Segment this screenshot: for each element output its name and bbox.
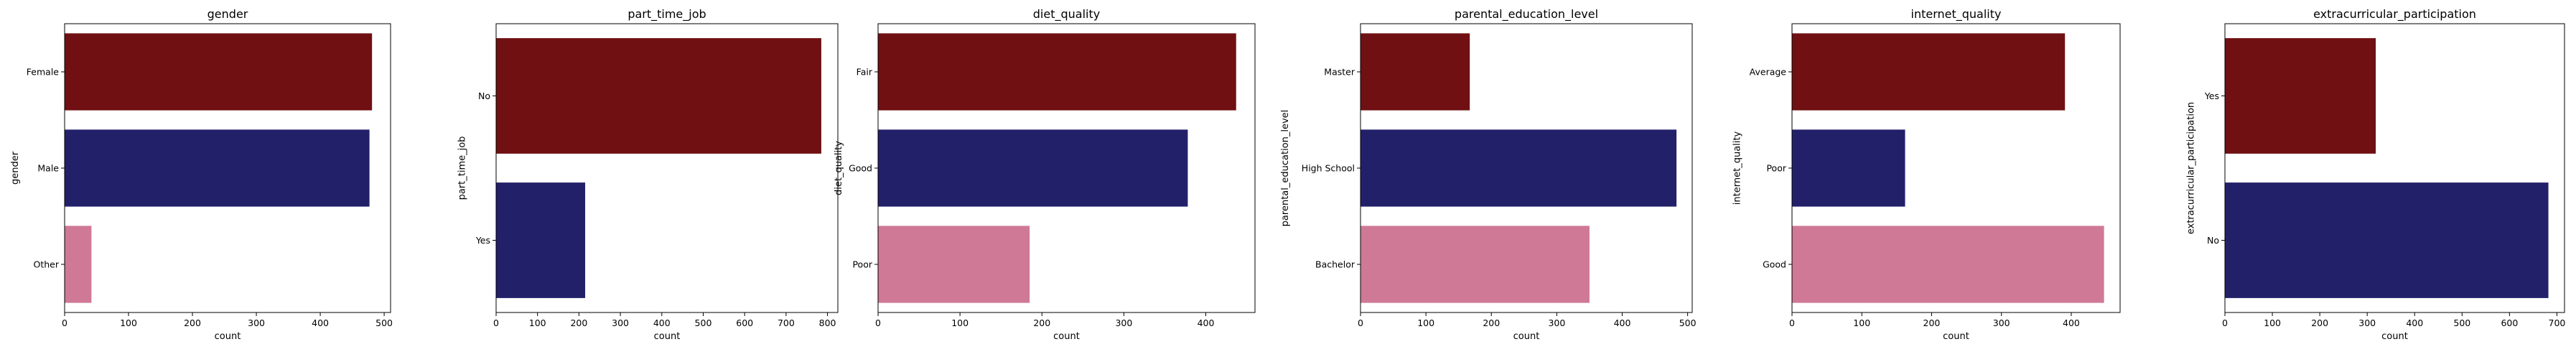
bar-3-0: [1361, 33, 1470, 111]
y-axis-label: internet_quality: [1732, 131, 1743, 205]
chart-panel-3: Master High School Bachelor 0 100 200 300 400 50…: [1280, 7, 1697, 342]
chart-panel-0: Female Male Other 0 100 200 300 400 500 gender cou…: [10, 7, 393, 342]
axes-frame: [495, 23, 839, 313]
y-tick-label: High School: [1302, 163, 1355, 174]
x-tick-label: 100: [951, 318, 969, 328]
x-tick-label: 700: [2549, 318, 2566, 328]
x-tick-label: 0: [2222, 318, 2228, 328]
chart-title: extracurricular_participation: [2313, 7, 2476, 22]
bar-0-2: [65, 226, 92, 303]
y-axis-label: parental_education_level: [1280, 110, 1291, 227]
y-axis-label: part_time_job: [457, 136, 467, 200]
y-tick-label: No: [478, 91, 490, 101]
x-tick-label: 100: [120, 318, 137, 328]
chart-panel-2: Fair Good Poor 0 100 200 300 400 diet_qualitycou…: [834, 7, 1256, 342]
x-tick-label: 500: [375, 318, 393, 328]
x-tick-label: 200: [570, 318, 587, 328]
bar-1-1: [496, 182, 586, 298]
y-tick-label: Male: [37, 163, 59, 174]
x-tick-label: 200: [1923, 318, 1941, 328]
x-tick-label: 400: [2406, 318, 2423, 328]
y-tick-label: Good: [1763, 259, 1786, 270]
x-tick-label: 600: [736, 318, 753, 328]
x-tick-label: 500: [695, 318, 712, 328]
chart-title: part_time_job: [627, 7, 706, 22]
chart-title: parental_education_level: [1455, 7, 1598, 22]
x-tick-label: 0: [62, 318, 67, 328]
bar-4-0: [1792, 33, 2066, 111]
y-tick-label: Average: [1750, 67, 1787, 78]
x-tick-label: 400: [1614, 318, 1631, 328]
y-tick-label: Master: [1324, 67, 1355, 78]
axes-frame: [2224, 23, 2565, 313]
x-tick-label: 400: [653, 318, 671, 328]
bar-3-1: [1361, 129, 1677, 207]
x-tick-label: 100: [1853, 318, 1870, 328]
x-tick-label: 200: [2311, 318, 2328, 328]
bar-2-1: [878, 129, 1188, 207]
y-tick-label: Yes: [475, 235, 490, 246]
x-axis-label: count: [1053, 331, 1080, 342]
x-tick-label: 300: [612, 318, 629, 328]
x-tick-label: 300: [2358, 318, 2376, 328]
y-tick-label: Other: [34, 259, 60, 270]
x-tick-label: 500: [2453, 318, 2470, 328]
bar-0-1: [65, 129, 370, 207]
x-tick-label: 100: [2264, 318, 2281, 328]
x-tick-label: 500: [1679, 318, 1697, 328]
bar-5-0: [2225, 38, 2376, 154]
y-axis-label: gender: [10, 151, 21, 185]
x-tick-label: 700: [778, 318, 795, 328]
x-tick-label: 400: [2063, 318, 2080, 328]
x-tick-label: 600: [2501, 318, 2518, 328]
y-tick-label: Fair: [857, 67, 873, 78]
y-tick-label: No: [2207, 235, 2219, 246]
y-axis-label: extracurricular_participation: [2185, 102, 2196, 234]
x-axis-label: count: [2381, 331, 2408, 342]
x-tick-label: 300: [1993, 318, 2010, 328]
chart-panel-1: No Yes 0 100 200 300 400 500 600 700 800 part_time_…: [457, 7, 839, 342]
y-tick-label: Poor: [1766, 163, 1786, 174]
y-axis-label: diet_quality: [834, 141, 844, 195]
chart-panel-5: Yes No 0 100 200 300 400 500 600 700 extracurricul…: [2185, 7, 2565, 342]
y-tick-label: Female: [27, 67, 60, 78]
y-tick-label: Bachelor: [1315, 259, 1355, 270]
x-tick-label: 0: [875, 318, 881, 328]
bar-5-1: [2225, 182, 2549, 298]
bar-1-0: [496, 38, 821, 154]
bar-2-0: [878, 33, 1236, 111]
x-tick-label: 200: [184, 318, 201, 328]
chart-panel-4: Average Poor Good 0 100 200 300 400 internet_qua…: [1732, 7, 2121, 342]
bar-3-2: [1361, 226, 1590, 303]
x-axis-label: count: [1513, 331, 1540, 342]
chart-title: diet_quality: [1033, 7, 1100, 22]
y-tick-label: Yes: [2204, 91, 2219, 101]
bar-0-0: [65, 33, 373, 111]
x-tick-label: 300: [248, 318, 265, 328]
x-tick-label: 300: [1115, 318, 1132, 328]
x-tick-label: 800: [819, 318, 836, 328]
x-tick-label: 0: [493, 318, 499, 328]
x-tick-label: 0: [1358, 318, 1363, 328]
chart-title: internet_quality: [1911, 7, 2002, 22]
x-tick-label: 400: [1198, 318, 1215, 328]
x-tick-label: 100: [529, 318, 546, 328]
bar-2-2: [878, 226, 1030, 303]
y-tick-label: Good: [849, 163, 872, 174]
x-tick-label: 200: [1483, 318, 1500, 328]
bar-4-2: [1792, 226, 2104, 303]
chart-title: gender: [207, 7, 248, 21]
bar-4-1: [1792, 129, 1905, 207]
x-axis-label: count: [1943, 331, 1969, 342]
x-tick-label: 300: [1548, 318, 1565, 328]
y-tick-label: Poor: [852, 259, 872, 270]
x-tick-label: 0: [1789, 318, 1795, 328]
x-tick-label: 400: [312, 318, 329, 328]
x-tick-label: 200: [1033, 318, 1050, 328]
x-tick-label: 100: [1417, 318, 1434, 328]
x-axis-label: count: [654, 331, 681, 342]
x-axis-label: count: [215, 331, 241, 342]
